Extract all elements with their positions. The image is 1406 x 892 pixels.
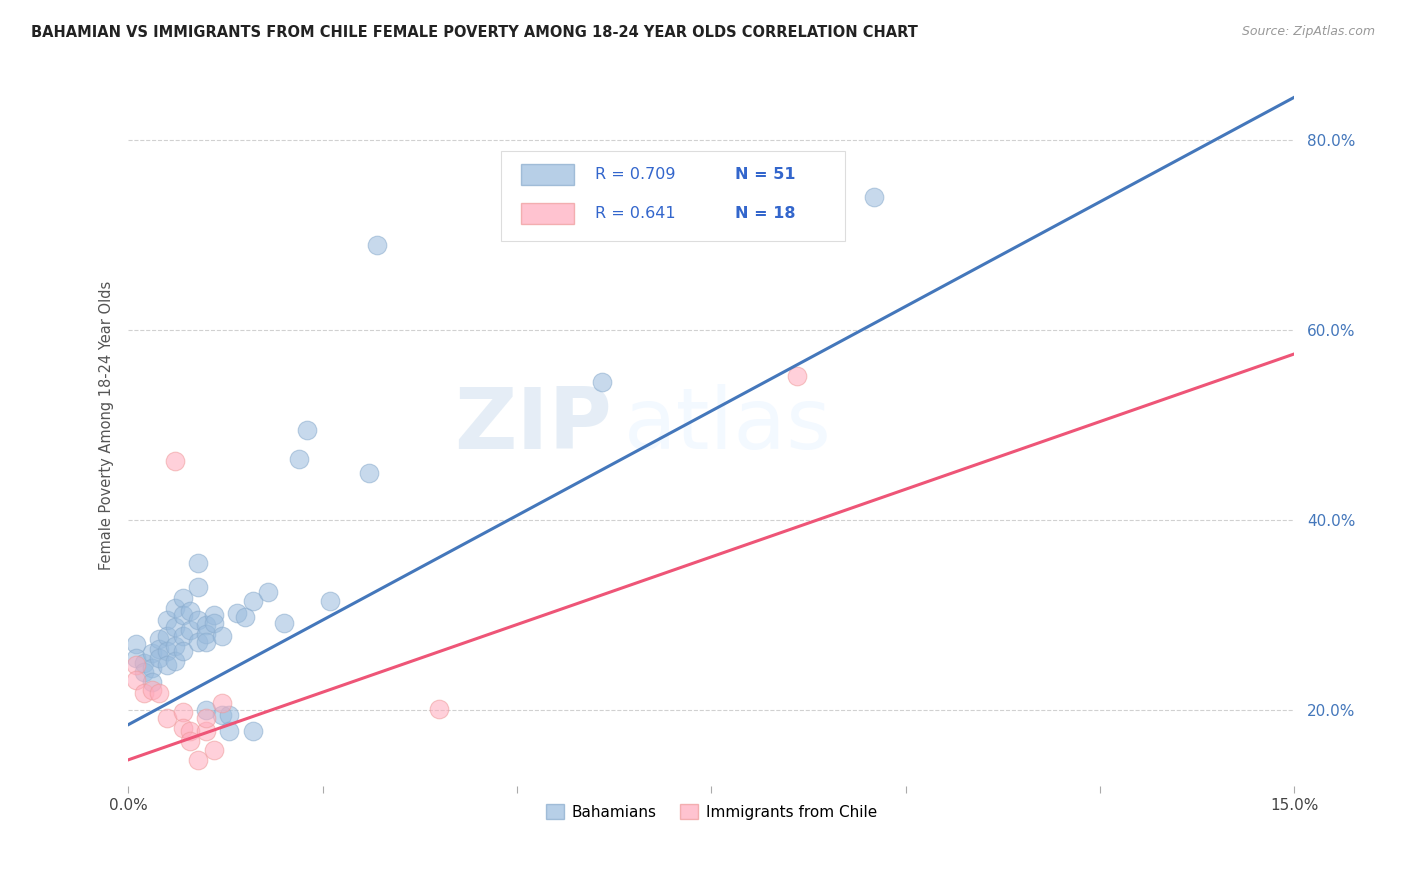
Point (163, 454, 186, 468)
Point (242, 594, 264, 608)
Point (148, 651, 170, 665)
Point (125, 651, 148, 665)
Point (148, 641, 170, 656)
Point (187, 556, 209, 570)
Point (141, 660, 163, 674)
Point (257, 584, 280, 599)
Point (163, 639, 186, 653)
Text: Source: ZipAtlas.com: Source: ZipAtlas.com (1241, 25, 1375, 38)
Point (125, 673, 148, 687)
Point (132, 665, 155, 680)
Point (295, 423, 318, 437)
Point (366, 237, 388, 252)
Point (156, 711, 179, 725)
Point (242, 724, 264, 739)
Point (288, 451, 311, 466)
Text: R = 0.709: R = 0.709 (595, 167, 675, 182)
Point (156, 629, 179, 643)
Point (187, 613, 209, 627)
Text: ZIP: ZIP (454, 384, 612, 467)
Point (187, 635, 209, 649)
Text: N = 18: N = 18 (734, 206, 794, 221)
Point (172, 706, 194, 720)
FancyBboxPatch shape (522, 202, 574, 225)
Point (125, 637, 148, 651)
Point (156, 657, 179, 672)
Point (211, 696, 233, 710)
Point (148, 686, 170, 700)
Point (141, 647, 163, 661)
Point (141, 682, 163, 697)
FancyBboxPatch shape (522, 164, 574, 186)
Point (218, 708, 240, 723)
Point (194, 627, 217, 641)
Legend: Bahamians, Immigrants from Chile: Bahamians, Immigrants from Chile (540, 798, 883, 826)
Point (591, 376, 613, 390)
Point (211, 629, 233, 643)
Point (172, 608, 194, 623)
Point (187, 753, 209, 767)
Point (156, 613, 179, 627)
Point (226, 607, 249, 621)
Point (194, 618, 217, 632)
Point (863, 190, 886, 204)
Point (172, 721, 194, 735)
Text: atlas: atlas (624, 384, 832, 467)
Point (187, 580, 209, 594)
Point (194, 635, 217, 649)
Y-axis label: Female Poverty Among 18-24 Year Olds: Female Poverty Among 18-24 Year Olds (100, 281, 114, 570)
Point (319, 594, 342, 608)
Point (194, 711, 217, 725)
Point (202, 743, 225, 757)
Point (202, 615, 225, 630)
Point (179, 724, 201, 739)
Point (786, 368, 808, 383)
Point (172, 591, 194, 606)
Point (273, 615, 295, 630)
Text: R = 0.641: R = 0.641 (595, 206, 675, 221)
Point (233, 610, 256, 624)
Point (163, 654, 186, 668)
Point (141, 674, 163, 689)
Point (148, 632, 170, 647)
Point (211, 708, 233, 723)
FancyBboxPatch shape (502, 151, 845, 241)
Point (194, 703, 217, 717)
Text: BAHAMIAN VS IMMIGRANTS FROM CHILE FEMALE POVERTY AMONG 18-24 YEAR OLDS CORRELATI: BAHAMIAN VS IMMIGRANTS FROM CHILE FEMALE… (31, 25, 918, 40)
Point (202, 608, 225, 623)
Point (359, 466, 381, 480)
Point (179, 623, 201, 637)
Point (179, 734, 201, 748)
Point (163, 620, 186, 634)
Point (163, 600, 186, 615)
Point (427, 701, 450, 715)
Point (132, 686, 155, 700)
Point (194, 724, 217, 739)
Point (125, 657, 148, 672)
Point (172, 629, 194, 643)
Point (172, 644, 194, 658)
Point (218, 724, 240, 739)
Point (156, 644, 179, 658)
Text: N = 51: N = 51 (734, 167, 794, 182)
Point (179, 604, 201, 618)
Point (132, 656, 155, 670)
